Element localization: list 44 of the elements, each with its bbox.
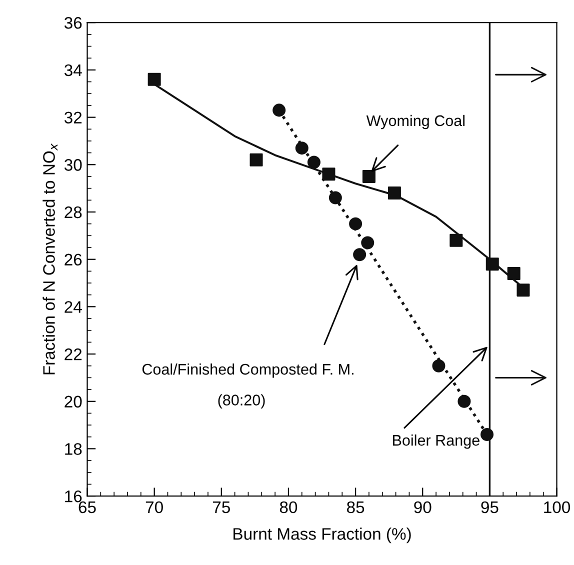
point	[250, 153, 263, 166]
y-tick-label: 22	[64, 348, 82, 360]
point	[148, 72, 161, 86]
point	[516, 284, 530, 297]
annotation: Boiler Range	[393, 434, 480, 449]
x-axis-title: Burnt Mass Fraction (%)	[234, 528, 411, 544]
point	[349, 217, 362, 230]
x-tick-label: 90	[414, 501, 432, 514]
y-tick-label: 24	[64, 301, 82, 313]
annotation: (80:20)	[218, 394, 265, 408]
point	[388, 186, 401, 200]
point	[307, 156, 320, 169]
x-tick-label: 95	[481, 501, 498, 514]
x-tick-label: 80	[280, 501, 298, 514]
y-tick-label: 18	[65, 443, 82, 455]
y-axis-title: Fraction of N Converted to NO$_{x}$	[42, 143, 58, 374]
x-tick-label: 100	[544, 501, 570, 514]
y-tick-label: 26	[64, 254, 82, 266]
point	[458, 394, 471, 408]
x-tick-label: 65	[78, 501, 96, 514]
y-tick-label: 20	[64, 396, 82, 408]
point	[272, 104, 286, 117]
y-tick-label: 16	[65, 490, 82, 502]
x-tick-label: 85	[347, 501, 364, 514]
y-tick-label: 34	[64, 64, 82, 76]
point	[328, 191, 342, 204]
y-tick-label: 28	[64, 206, 82, 218]
annotation: Wyoming Coal	[366, 114, 464, 130]
point	[480, 428, 494, 442]
point	[295, 142, 308, 155]
point	[362, 170, 376, 183]
y-tick-label: 30	[64, 159, 82, 171]
point	[361, 236, 374, 250]
point	[353, 248, 366, 262]
point	[507, 267, 520, 280]
point	[432, 359, 446, 372]
x-tick-label: 70	[146, 501, 163, 514]
x-tick-label: 75	[212, 502, 230, 514]
y-tick-label: 36	[64, 17, 82, 29]
point	[450, 234, 463, 247]
annotation: Coal/Finished Composted F. M.	[142, 363, 354, 378]
point	[486, 258, 499, 271]
point	[322, 168, 336, 181]
y-tick-label: 32	[64, 112, 82, 124]
